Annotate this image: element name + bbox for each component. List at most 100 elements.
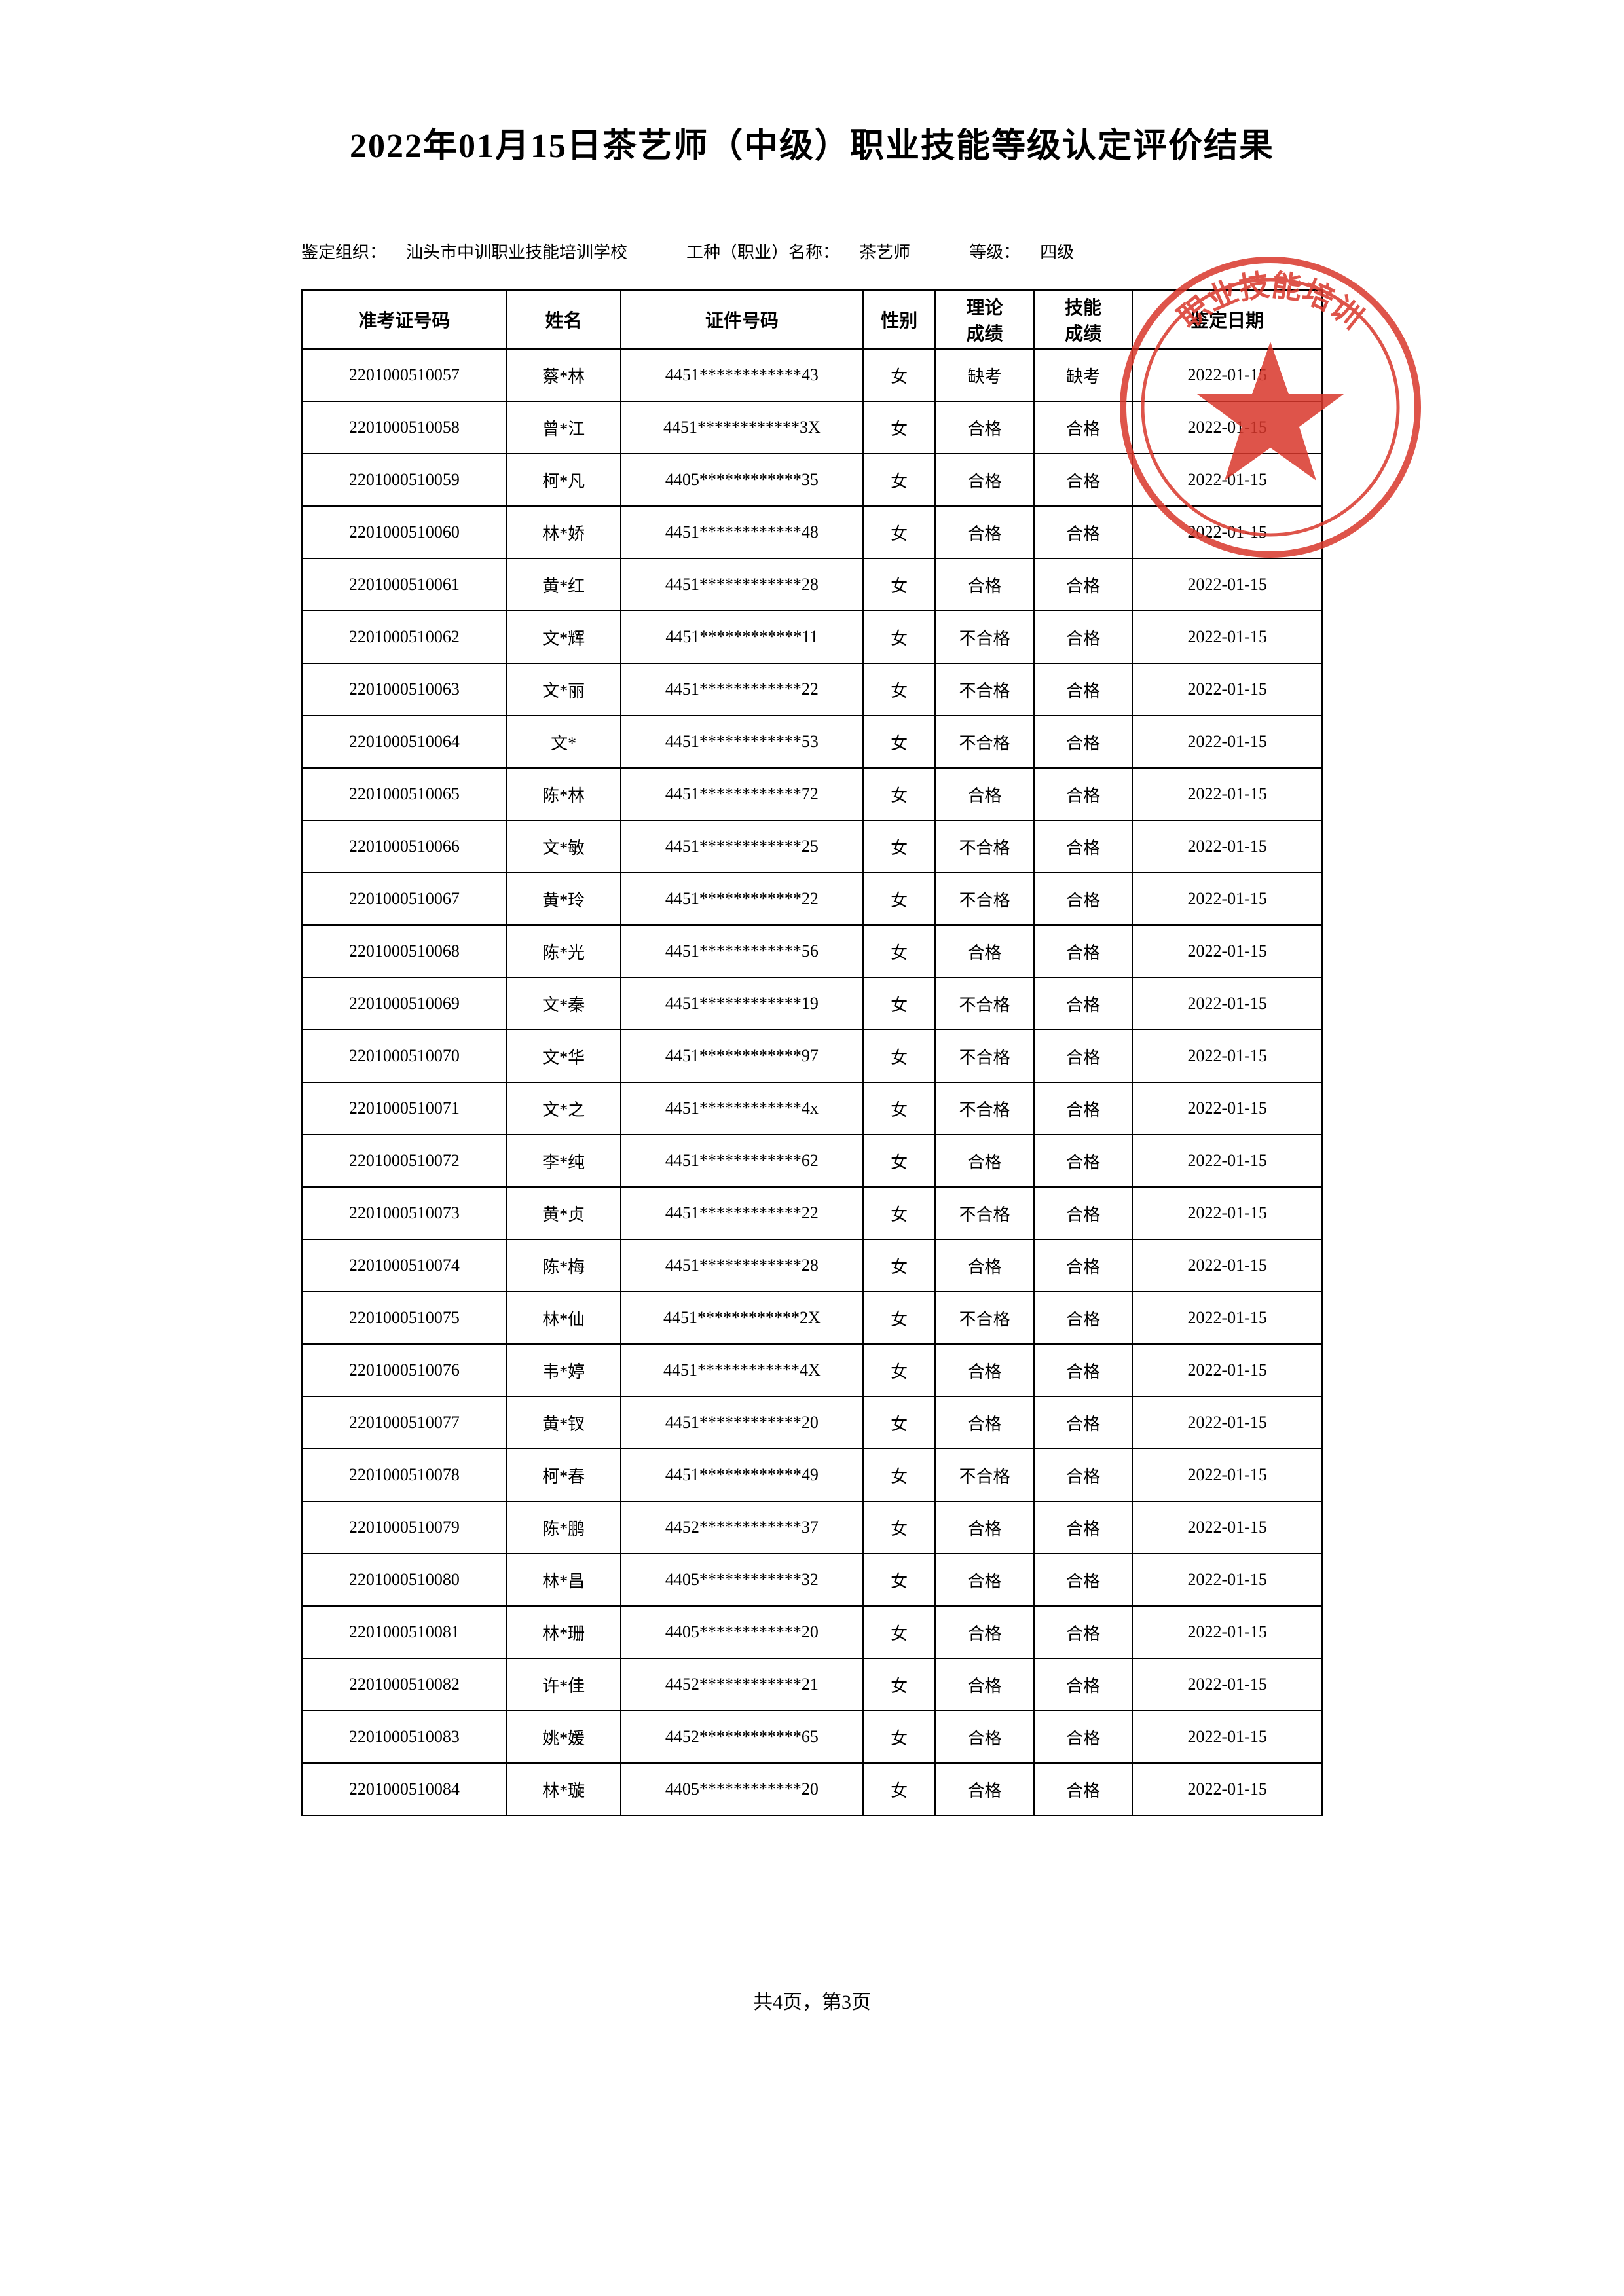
cell-id: 2201000510075 (302, 1292, 507, 1344)
table-row: 2201000510060林*娇4451************48女合格合格2… (302, 506, 1322, 558)
cell-theory: 不合格 (935, 1292, 1034, 1344)
meta-org-value: 汕头市中训职业技能培训学校 (406, 239, 627, 263)
cell-skill: 合格 (1034, 1396, 1133, 1449)
cell-name: 黄*红 (507, 558, 621, 611)
cell-skill: 合格 (1034, 611, 1133, 663)
table-row: 2201000510083姚*媛4452************65女合格合格2… (302, 1711, 1322, 1763)
cell-skill: 合格 (1034, 1135, 1133, 1187)
cell-sex: 女 (863, 1239, 935, 1292)
cell-cert: 4451************28 (621, 1239, 864, 1292)
cell-name: 林*珊 (507, 1606, 621, 1658)
cell-cert: 4451************19 (621, 977, 864, 1030)
cell-cert: 4451************20 (621, 1396, 864, 1449)
cell-date: 2022-01-15 (1132, 1396, 1322, 1449)
table-row: 2201000510062文*辉4451************11女不合格合格… (302, 611, 1322, 663)
cell-sex: 女 (863, 716, 935, 768)
cell-skill: 合格 (1034, 1449, 1133, 1501)
cell-sex: 女 (863, 1187, 935, 1239)
cell-name: 李*纯 (507, 1135, 621, 1187)
cell-id: 2201000510063 (302, 663, 507, 716)
cell-sex: 女 (863, 1501, 935, 1554)
cell-skill: 合格 (1034, 1554, 1133, 1606)
cell-id: 2201000510058 (302, 401, 507, 454)
cell-date: 2022-01-15 (1132, 1658, 1322, 1711)
cell-name: 陈*梅 (507, 1239, 621, 1292)
table-row: 2201000510068陈*光4451************56女合格合格2… (302, 925, 1322, 977)
cell-theory: 合格 (935, 1396, 1034, 1449)
cell-date: 2022-01-15 (1132, 1239, 1322, 1292)
cell-theory: 合格 (935, 1606, 1034, 1658)
table-row: 2201000510076韦*婷4451************4X女合格合格2… (302, 1344, 1322, 1396)
cell-sex: 女 (863, 820, 935, 873)
header-theory: 理论成绩 (935, 290, 1034, 349)
cell-sex: 女 (863, 558, 935, 611)
cell-date: 2022-01-15 (1132, 1082, 1322, 1135)
cell-name: 文*辉 (507, 611, 621, 663)
cell-name: 陈*林 (507, 768, 621, 820)
cell-cert: 4451************62 (621, 1135, 864, 1187)
cell-theory: 不合格 (935, 1030, 1034, 1082)
cell-theory: 合格 (935, 1135, 1034, 1187)
cell-name: 林*仙 (507, 1292, 621, 1344)
table-row: 2201000510059柯*凡4405************35女合格合格2… (302, 454, 1322, 506)
cell-theory: 缺考 (935, 349, 1034, 401)
cell-skill: 合格 (1034, 1606, 1133, 1658)
table-row: 2201000510064文*4451************53女不合格合格2… (302, 716, 1322, 768)
cell-date: 2022-01-15 (1132, 925, 1322, 977)
cell-date: 2022-01-15 (1132, 1711, 1322, 1763)
table-row: 2201000510069文*秦4451************19女不合格合格… (302, 977, 1322, 1030)
cell-id: 2201000510067 (302, 873, 507, 925)
cell-theory: 不合格 (935, 1187, 1034, 1239)
cell-name: 黄*贞 (507, 1187, 621, 1239)
cell-date: 2022-01-15 (1132, 1292, 1322, 1344)
cell-date: 2022-01-15 (1132, 716, 1322, 768)
cell-name: 文*之 (507, 1082, 621, 1135)
cell-sex: 女 (863, 1449, 935, 1501)
table-row: 2201000510067黄*玲4451************22女不合格合格… (302, 873, 1322, 925)
cell-sex: 女 (863, 1082, 935, 1135)
cell-id: 2201000510079 (302, 1501, 507, 1554)
cell-skill: 合格 (1034, 663, 1133, 716)
table-row: 2201000510073黄*贞4451************22女不合格合格… (302, 1187, 1322, 1239)
table-row: 2201000510061黄*红4451************28女合格合格2… (302, 558, 1322, 611)
cell-theory: 合格 (935, 1501, 1034, 1554)
cell-cert: 4451************3X (621, 401, 864, 454)
cell-date: 2022-01-15 (1132, 820, 1322, 873)
cell-date: 2022-01-15 (1132, 1187, 1322, 1239)
header-skill: 技能成绩 (1034, 290, 1133, 349)
cell-cert: 4451************2X (621, 1292, 864, 1344)
cell-skill: 合格 (1034, 1239, 1133, 1292)
cell-id: 2201000510062 (302, 611, 507, 663)
cell-theory: 不合格 (935, 820, 1034, 873)
cell-skill: 合格 (1034, 1501, 1133, 1554)
header-name: 姓名 (507, 290, 621, 349)
cell-date: 2022-01-15 (1132, 1606, 1322, 1658)
cell-skill: 合格 (1034, 1344, 1133, 1396)
cell-cert: 4451************22 (621, 663, 864, 716)
cell-id: 2201000510060 (302, 506, 507, 558)
meta-job-label: 工种（职业）名称： (686, 239, 840, 263)
cell-sex: 女 (863, 454, 935, 506)
cell-skill: 合格 (1034, 1030, 1133, 1082)
cell-date: 2022-01-15 (1132, 1763, 1322, 1815)
table-row: 2201000510065陈*林4451************72女合格合格2… (302, 768, 1322, 820)
cell-sex: 女 (863, 977, 935, 1030)
header-id: 准考证号码 (302, 290, 507, 349)
cell-theory: 不合格 (935, 611, 1034, 663)
cell-sex: 女 (863, 506, 935, 558)
cell-date: 2022-01-15 (1132, 1344, 1322, 1396)
cell-name: 文* (507, 716, 621, 768)
cell-name: 姚*媛 (507, 1711, 621, 1763)
cell-id: 2201000510078 (302, 1449, 507, 1501)
results-table: 准考证号码 姓名 证件号码 性别 理论成绩 技能成绩 鉴定日期 22010005… (301, 289, 1323, 1816)
cell-sex: 女 (863, 925, 935, 977)
cell-skill: 合格 (1034, 1763, 1133, 1815)
cell-date: 2022-01-15 (1132, 611, 1322, 663)
cell-id: 2201000510073 (302, 1187, 507, 1239)
cell-date: 2022-01-15 (1132, 401, 1322, 454)
cell-skill: 合格 (1034, 1658, 1133, 1711)
cell-name: 林*璇 (507, 1763, 621, 1815)
meta-level-value: 四级 (1040, 239, 1074, 263)
header-sex: 性别 (863, 290, 935, 349)
cell-date: 2022-01-15 (1132, 1135, 1322, 1187)
